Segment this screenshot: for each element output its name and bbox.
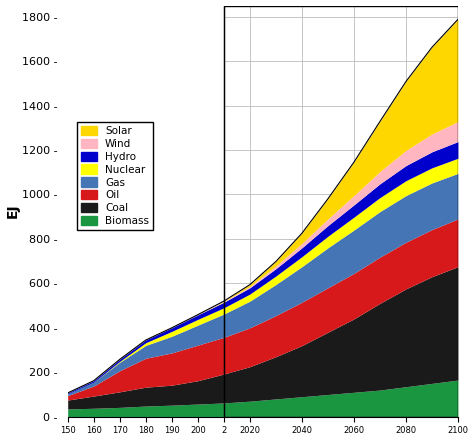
Bar [224,6,458,417]
Y-axis label: EJ: EJ [6,204,19,218]
Bar [224,6,458,417]
Legend: Solar, Wind, Hydro, Nuclear, Gas, Oil, Coal, Biomass: Solar, Wind, Hydro, Nuclear, Gas, Oil, C… [77,122,153,230]
